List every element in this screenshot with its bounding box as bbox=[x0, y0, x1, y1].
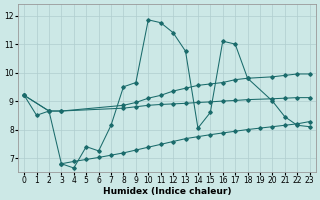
X-axis label: Humidex (Indice chaleur): Humidex (Indice chaleur) bbox=[103, 187, 231, 196]
